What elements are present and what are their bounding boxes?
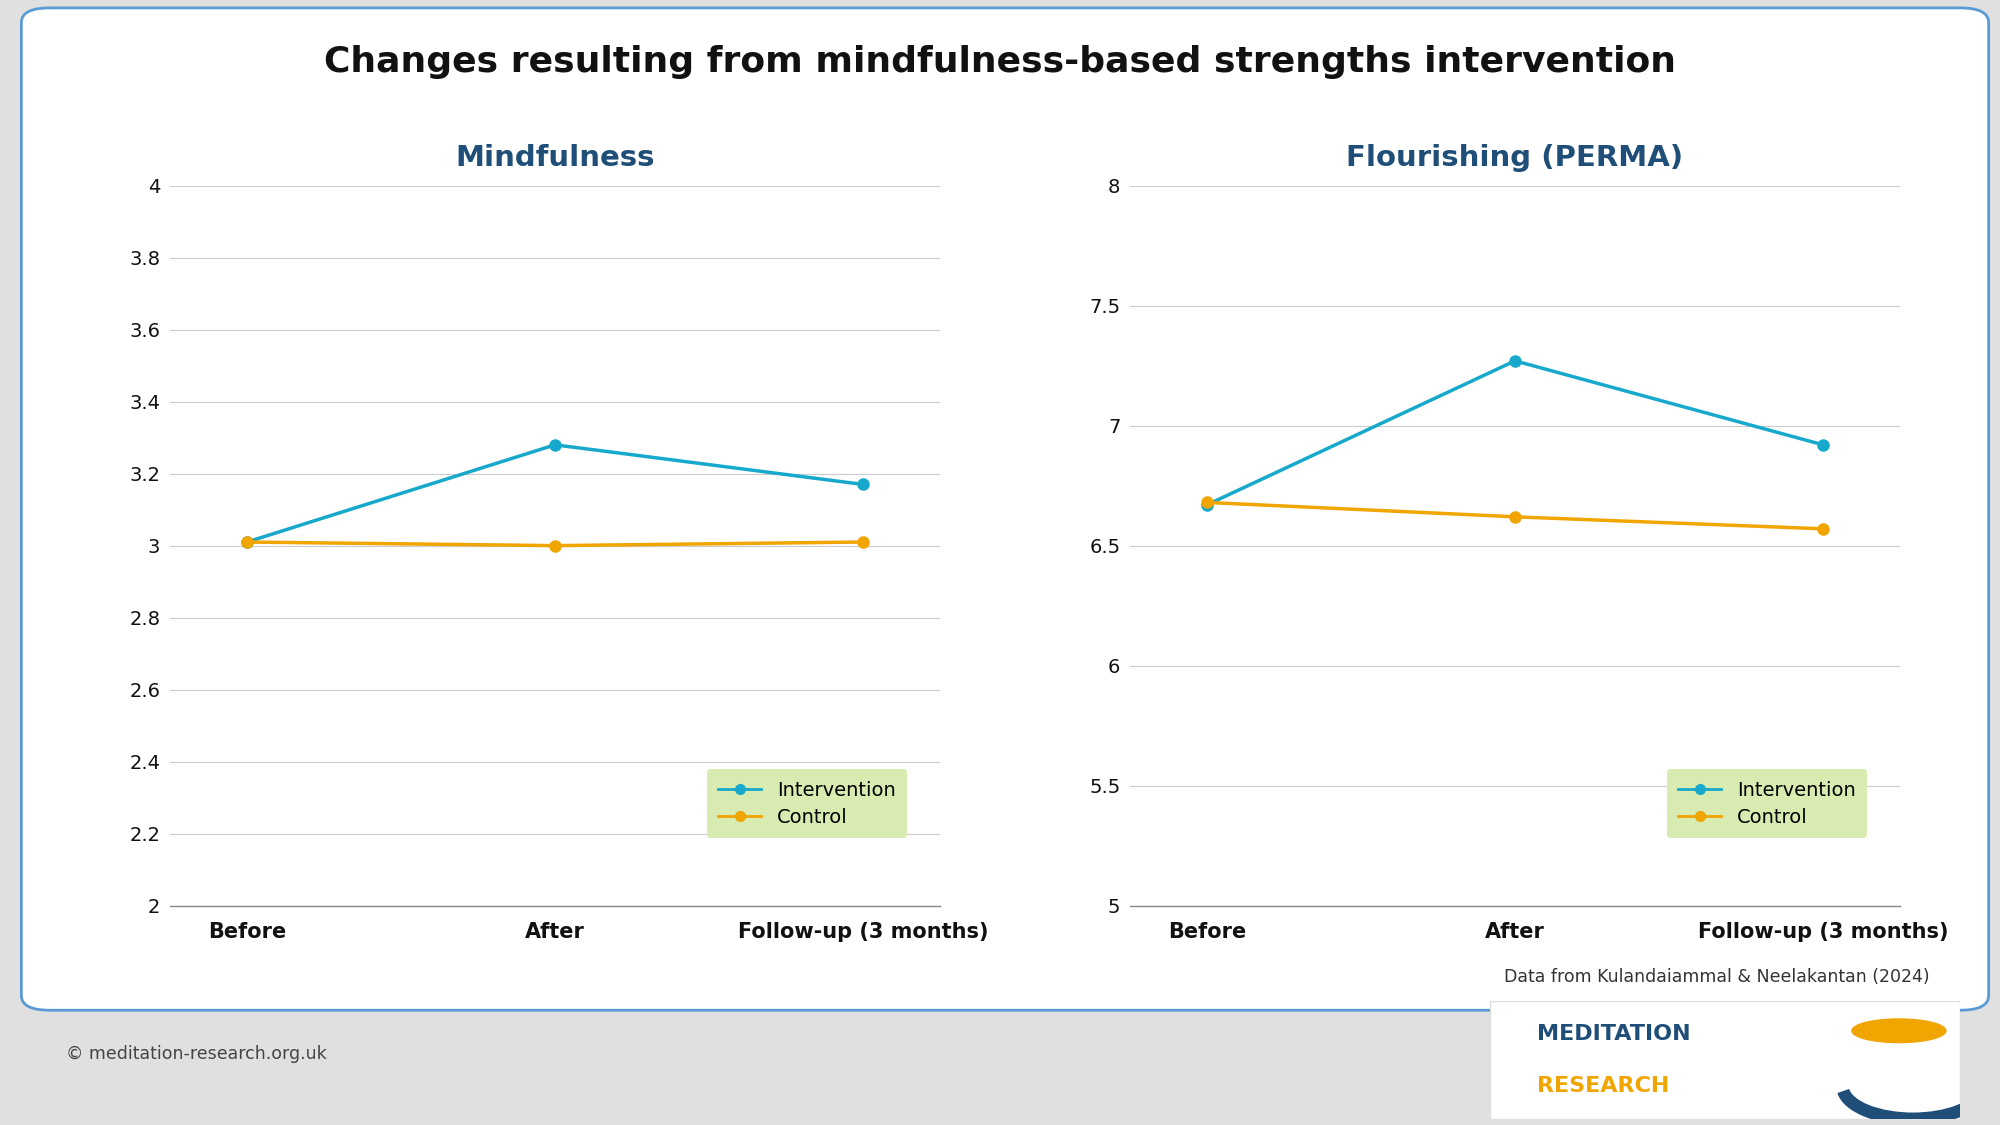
Circle shape — [1852, 1019, 1946, 1043]
FancyBboxPatch shape — [22, 8, 1988, 1010]
Title: Mindfulness: Mindfulness — [456, 144, 654, 172]
FancyBboxPatch shape — [1490, 1001, 1960, 1119]
Text: Data from Kulandaiammal & Neelakantan (2024): Data from Kulandaiammal & Neelakantan (2… — [1504, 968, 1930, 986]
Text: © meditation-research.org.uk: © meditation-research.org.uk — [66, 1045, 326, 1063]
Text: Changes resulting from mindfulness-based strengths intervention: Changes resulting from mindfulness-based… — [324, 45, 1676, 79]
Title: Flourishing (PERMA): Flourishing (PERMA) — [1346, 144, 1684, 172]
Text: RESEARCH: RESEARCH — [1536, 1077, 1670, 1096]
Legend: Intervention, Control: Intervention, Control — [706, 770, 908, 838]
Legend: Intervention, Control: Intervention, Control — [1666, 770, 1868, 838]
Text: MEDITATION: MEDITATION — [1536, 1025, 1690, 1044]
